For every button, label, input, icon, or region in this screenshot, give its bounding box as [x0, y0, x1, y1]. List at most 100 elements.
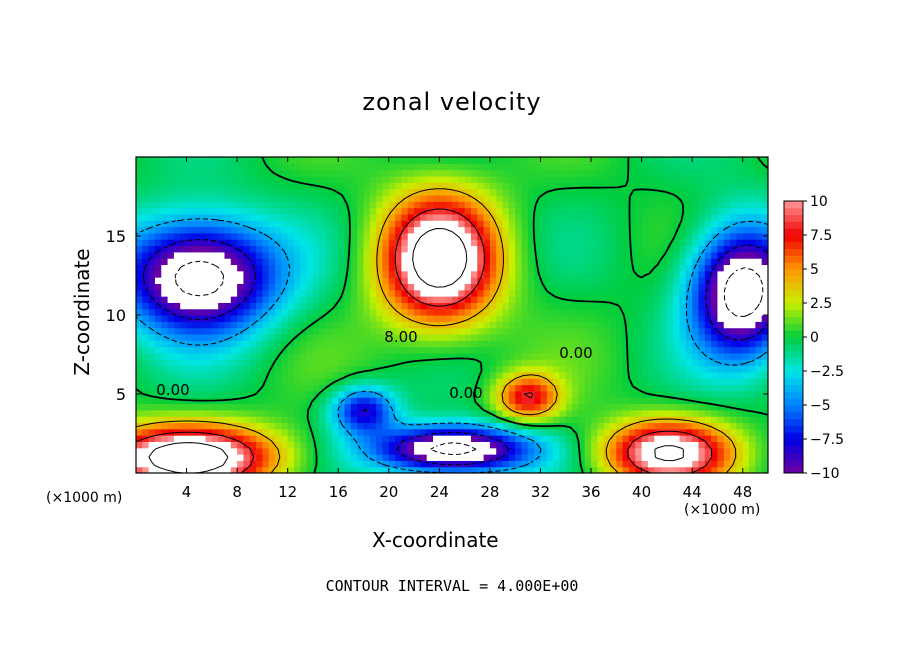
heatmap-cell — [167, 365, 175, 373]
heatmap-cell — [546, 416, 554, 424]
heatmap-cell — [679, 169, 687, 177]
heatmap-cell — [154, 390, 162, 398]
heatmap-cell — [527, 346, 535, 354]
heatmap-cell — [698, 359, 706, 367]
heatmap-cell — [199, 239, 207, 247]
heatmap-cell — [717, 365, 725, 373]
heatmap-cell — [376, 264, 384, 272]
heatmap-cell — [749, 232, 756, 240]
heatmap-cell — [344, 321, 352, 329]
heatmap-cell — [742, 182, 750, 190]
heatmap-cell — [401, 213, 409, 221]
heatmap-cell — [502, 315, 510, 322]
heatmap-cell — [489, 302, 497, 310]
heatmap-cell — [692, 245, 700, 253]
heatmap-cell — [243, 169, 251, 177]
heatmap-cell — [515, 340, 523, 348]
heatmap-cell — [142, 454, 150, 461]
heatmap-cell — [382, 188, 390, 196]
heatmap-cell — [306, 239, 314, 247]
heatmap-cell — [211, 194, 219, 202]
heatmap-cell — [654, 270, 662, 278]
heatmap-cell — [230, 302, 238, 310]
heatmap-cell — [407, 157, 415, 164]
heatmap-cell — [230, 163, 238, 171]
heatmap-cell — [749, 384, 756, 392]
heatmap-cell — [249, 321, 257, 329]
heatmap-cell — [635, 390, 643, 398]
heatmap-cell — [268, 182, 276, 190]
heatmap-cell — [654, 296, 662, 303]
heatmap-cell — [635, 251, 643, 259]
heatmap-cell — [565, 352, 573, 360]
heatmap-cell — [483, 466, 491, 473]
heatmap-cell — [452, 220, 459, 228]
heatmap-cell — [161, 365, 169, 373]
heatmap-cell — [173, 384, 181, 392]
heatmap-cell — [199, 378, 207, 386]
heatmap-cell — [275, 226, 282, 234]
heatmap-cell — [521, 315, 529, 322]
heatmap-cell — [761, 302, 768, 310]
heatmap-cell — [237, 441, 245, 449]
heatmap-cell — [439, 207, 447, 215]
heatmap-cell — [230, 428, 238, 436]
heatmap-cell — [749, 321, 756, 329]
heatmap-cell — [483, 296, 491, 303]
heatmap-cell — [256, 352, 263, 360]
heatmap-cell — [439, 277, 447, 284]
heatmap-cell — [357, 390, 365, 398]
heatmap-cell — [312, 201, 320, 209]
heatmap-cell — [553, 435, 561, 442]
heatmap-cell — [205, 182, 213, 190]
heatmap-cell — [616, 182, 624, 190]
heatmap-cell — [312, 397, 320, 405]
heatmap-cell — [546, 352, 554, 360]
heatmap-cell — [647, 277, 655, 284]
heatmap-cell — [319, 169, 327, 177]
heatmap-cell — [565, 182, 573, 190]
heatmap-cell — [414, 384, 421, 392]
heatmap-cell — [717, 188, 725, 196]
heatmap-cell — [489, 175, 497, 183]
heatmap-cell — [470, 157, 478, 164]
heatmap-cell — [679, 220, 687, 228]
heatmap-cell — [452, 264, 459, 272]
heatmap-cell — [148, 352, 156, 360]
heatmap-cell — [483, 315, 491, 322]
heatmap-cell — [237, 207, 245, 215]
heatmap-cell — [515, 207, 523, 215]
heatmap-cell — [306, 378, 314, 386]
heatmap-cell — [369, 251, 377, 259]
heatmap-cell — [395, 365, 403, 373]
heatmap-cell — [312, 157, 320, 164]
heatmap-cell — [496, 359, 504, 367]
heatmap-cell — [331, 460, 339, 468]
heatmap-cell — [502, 163, 510, 171]
heatmap-cell — [559, 333, 567, 341]
heatmap-cell — [407, 207, 415, 215]
heatmap-cell — [616, 296, 624, 303]
heatmap-cell — [433, 384, 440, 392]
heatmap-cell — [148, 315, 156, 322]
heatmap-cell — [148, 416, 156, 424]
heatmap-cell — [603, 163, 611, 171]
heatmap-cell — [679, 397, 687, 405]
heatmap-cell — [559, 175, 567, 183]
heatmap-cell — [610, 327, 617, 335]
heatmap-cell — [395, 371, 403, 379]
heatmap-cell — [565, 447, 573, 455]
heatmap-cell — [730, 194, 737, 202]
heatmap-cell — [540, 207, 548, 215]
heatmap-cell — [350, 422, 358, 430]
heatmap-cell — [742, 277, 750, 284]
heatmap-cell — [205, 454, 213, 461]
heatmap-cell — [654, 226, 662, 234]
heatmap-cell — [433, 435, 440, 442]
heatmap-cell — [616, 169, 624, 177]
heatmap-cell — [205, 220, 213, 228]
heatmap-cell — [306, 232, 314, 240]
heatmap-cell — [603, 352, 611, 360]
heatmap-cell — [357, 409, 365, 417]
heatmap-cell — [628, 289, 636, 297]
